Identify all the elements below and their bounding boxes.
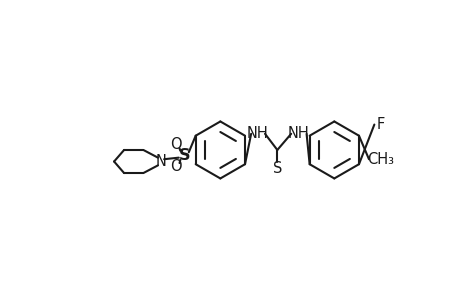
Text: NH: NH [246,126,268,141]
Text: F: F [375,117,384,132]
Text: CH₃: CH₃ [366,152,393,167]
Text: O: O [169,159,181,174]
Text: O: O [169,137,181,152]
Text: N: N [155,154,166,169]
Text: NH: NH [287,126,309,141]
Text: S: S [272,161,281,176]
Text: S: S [178,148,190,163]
